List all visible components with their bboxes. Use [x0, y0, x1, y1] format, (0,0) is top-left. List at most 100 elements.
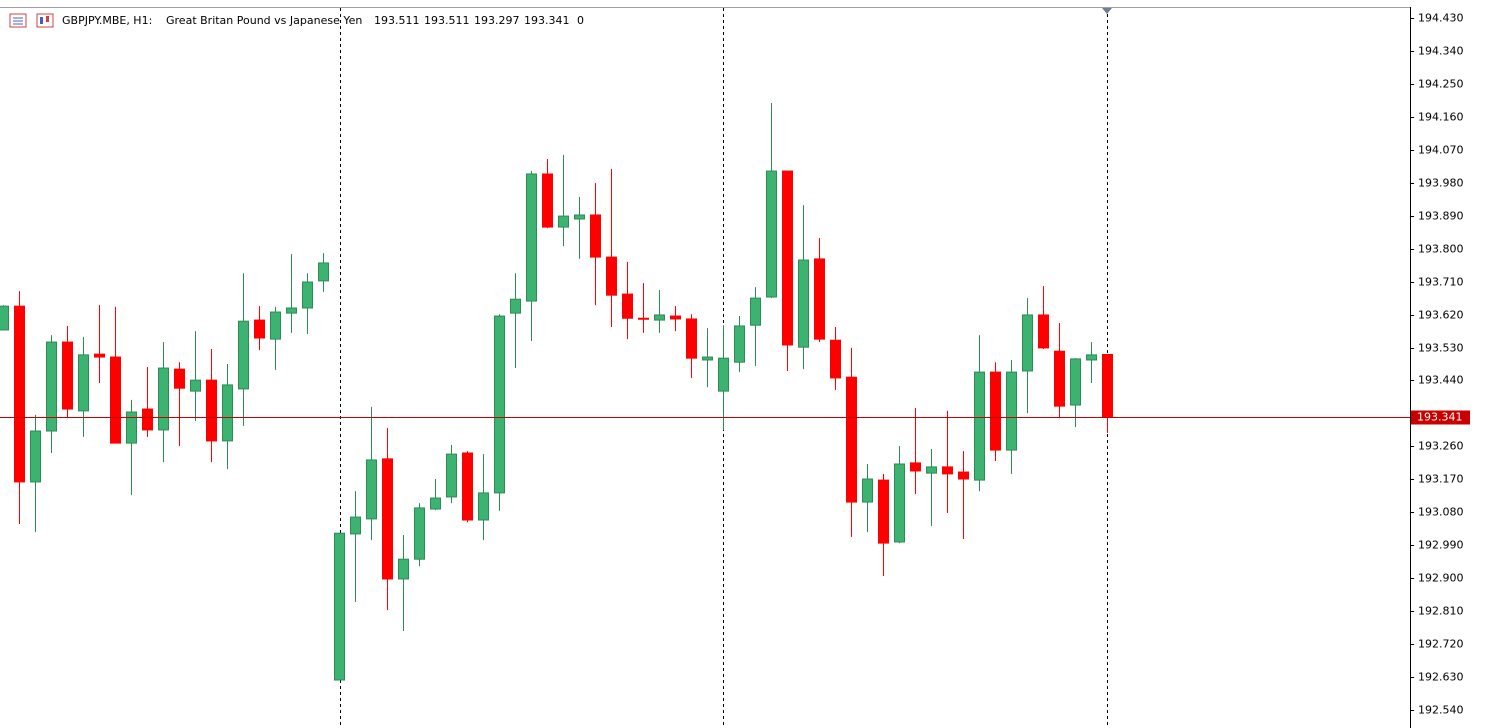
- candle-body: [350, 516, 361, 535]
- candle-body: [542, 173, 553, 228]
- y-tick-label: 192.900: [1418, 572, 1464, 585]
- candle-body: [638, 317, 649, 320]
- icon-bar: [46, 16, 49, 22]
- candle-body: [862, 478, 873, 503]
- y-tick-label: 192.540: [1418, 704, 1464, 717]
- candle-body: [14, 305, 25, 483]
- candle-body: [958, 471, 969, 480]
- candle-body: [894, 463, 905, 543]
- candle-body: [222, 384, 233, 442]
- y-tick-label: 192.720: [1418, 638, 1464, 651]
- header-open: 193.511: [374, 14, 420, 27]
- y-tick-label: 192.630: [1418, 671, 1464, 684]
- candle-body: [718, 357, 729, 392]
- current-price-label: 193.341: [1417, 411, 1463, 424]
- candle-body: [78, 354, 89, 412]
- candle-body: [1086, 354, 1097, 361]
- candle-body: [1038, 314, 1049, 349]
- candle-body: [734, 325, 745, 363]
- y-tick-label: 194.340: [1418, 45, 1464, 58]
- y-tick-label: 192.810: [1418, 605, 1464, 618]
- candle-body: [558, 215, 569, 228]
- candle-body: [782, 170, 793, 346]
- candle-body: [1102, 354, 1113, 418]
- candle-body: [270, 311, 281, 340]
- candle-body: [238, 320, 249, 390]
- candle-body: [974, 371, 985, 481]
- shift-marker: [1102, 8, 1112, 14]
- header-close: 193.341: [524, 14, 570, 27]
- candle-body: [302, 281, 313, 309]
- y-tick-label: 193.080: [1418, 506, 1464, 519]
- candle-body: [702, 356, 713, 361]
- candle-body: [846, 376, 857, 503]
- candle-body: [526, 173, 537, 302]
- y-tick-label: 193.710: [1418, 276, 1464, 289]
- candle-body: [750, 297, 761, 326]
- y-tick-label: 194.250: [1418, 78, 1464, 91]
- candle-body: [590, 214, 601, 258]
- candle-body: [1054, 350, 1065, 407]
- candle-body: [142, 408, 153, 431]
- candle-body: [462, 452, 473, 521]
- candle-body: [654, 314, 665, 321]
- candle-body: [30, 430, 41, 483]
- candle-body: [254, 319, 265, 339]
- y-tick-label: 193.800: [1418, 243, 1464, 256]
- candle-body: [990, 371, 1001, 451]
- y-tick-label: 193.440: [1418, 374, 1464, 387]
- header-description: Great Britan Pound vs Japanese Yen: [166, 14, 362, 27]
- candle-body: [430, 497, 441, 510]
- candle-body: [446, 453, 457, 498]
- candle-body: [174, 368, 185, 389]
- header-low: 193.297: [474, 14, 520, 27]
- header-symbol: GBPJPY.MBE, H1:: [62, 14, 152, 27]
- y-tick-label: 194.160: [1418, 111, 1464, 124]
- y-tick-label: 193.530: [1418, 342, 1464, 355]
- y-tick-label: 194.070: [1418, 144, 1464, 157]
- candle-body: [414, 507, 425, 560]
- candle-body: [94, 353, 105, 358]
- y-tick-label: 193.980: [1418, 177, 1464, 190]
- icon-bar: [40, 17, 43, 24]
- y-tick-label: 194.430: [1418, 12, 1464, 25]
- candle-body: [1070, 358, 1081, 406]
- y-tick-label: 193.890: [1418, 210, 1464, 223]
- candle-body: [1022, 314, 1033, 372]
- candle-body: [926, 466, 937, 474]
- candle-body: [622, 293, 633, 319]
- header-high: 193.511: [424, 14, 470, 27]
- candle-body: [0, 305, 9, 331]
- candle-body: [110, 356, 121, 444]
- candle-body: [910, 462, 921, 472]
- candle-body: [606, 256, 617, 296]
- candle-body: [766, 170, 777, 298]
- candle-body: [126, 411, 137, 444]
- candle-body: [798, 259, 809, 348]
- y-tick-label: 193.620: [1418, 309, 1464, 322]
- candle-body: [334, 532, 345, 681]
- candle-body: [62, 341, 73, 410]
- candle-body: [190, 379, 201, 392]
- icon: [36, 13, 54, 28]
- candle-body: [686, 318, 697, 359]
- candle-body: [494, 315, 505, 494]
- candle-body: [46, 341, 57, 432]
- candle-body: [398, 558, 409, 580]
- candle-body: [670, 315, 681, 320]
- header-icons: [9, 13, 54, 28]
- candle-body: [366, 459, 377, 520]
- current-price-box: [1411, 410, 1470, 425]
- candle-body: [1006, 371, 1017, 451]
- candle-body: [830, 339, 841, 379]
- candle-body: [814, 258, 825, 340]
- y-tick-label: 192.990: [1418, 539, 1464, 552]
- candle-body: [942, 466, 953, 475]
- candle-body: [878, 479, 889, 544]
- candle-body: [286, 307, 297, 314]
- candle-body: [478, 492, 489, 521]
- y-tick-label: 193.260: [1418, 440, 1464, 453]
- candle-body: [510, 298, 521, 314]
